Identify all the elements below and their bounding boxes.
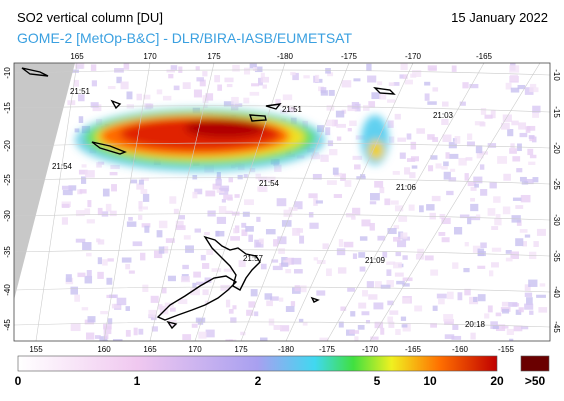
left-lat-label: -20 (3, 140, 12, 152)
left-lat-label: -25 (3, 174, 12, 186)
left-lat-label: -35 (3, 246, 12, 258)
colorbar-label: 20 (490, 374, 504, 388)
colorbar-label: 2 (255, 374, 262, 388)
right-lat-label: -40 (552, 286, 561, 298)
title: SO2 vertical column [DU] (17, 10, 163, 25)
overpass-time: 20:18 (465, 320, 486, 329)
top-lon-label: -175 (341, 52, 358, 61)
bottom-lon-label: -175 (319, 345, 336, 354)
axis-labels: 165 170 175 -180 -175 -170 -165 155 160 165 170 175… (3, 52, 561, 354)
bottom-lon-label: -160 (452, 345, 469, 354)
colorbar-label: 10 (423, 374, 437, 388)
subtitle: GOME-2 [MetOp-B&C] - DLR/BIRA-IASB/EUMET… (17, 30, 352, 46)
date: 15 January 2022 (451, 10, 548, 25)
top-lon-label: 170 (143, 52, 157, 61)
graticule (14, 63, 550, 341)
top-lon-label: -180 (277, 52, 294, 61)
top-lon-label: -170 (405, 52, 422, 61)
coastlines (21, 67, 396, 330)
right-lat-label: -20 (552, 142, 561, 154)
top-lon-label: 165 (70, 52, 84, 61)
overpass-time: 21:06 (396, 183, 417, 192)
map-area: 21:51 21:51 21:03 21:54 21:54 21:06 21:57 21:09… (14, 63, 550, 341)
map-frame (13, 62, 551, 342)
bottom-lon-label: 170 (188, 345, 202, 354)
left-lat-label: -10 (3, 67, 12, 79)
right-lat-label: -10 (552, 69, 561, 81)
colorbar (17, 355, 498, 372)
overpass-time: 21:54 (259, 179, 280, 188)
bottom-lon-label: 175 (234, 345, 248, 354)
left-lat-label: -40 (3, 284, 12, 296)
colorbar-label: >50 (525, 374, 546, 388)
bottom-lon-label: -170 (362, 345, 379, 354)
colorbar-label: 0 (15, 374, 22, 388)
no-data-wedge (14, 63, 75, 300)
right-lat-label: -25 (552, 178, 561, 190)
bottom-lon-label: -180 (278, 345, 295, 354)
top-lon-label: 175 (207, 52, 221, 61)
bottom-lon-label: 165 (143, 345, 157, 354)
top-lon-label: -165 (476, 52, 493, 61)
colorbar-labels: 0 1 2 5 10 20 >50 (15, 374, 546, 388)
overpass-times: 21:51 21:51 21:03 21:54 21:54 21:06 21:57 21:09… (52, 87, 486, 329)
left-lat-label: -15 (3, 102, 12, 114)
so2-plume (75, 108, 389, 172)
left-lat-label: -30 (3, 210, 12, 222)
bottom-lon-label: -165 (405, 345, 422, 354)
right-lat-label: -30 (552, 214, 561, 226)
colorbar-overflow (520, 355, 550, 372)
left-lat-label: -45 (3, 319, 12, 331)
overpass-time: 21:51 (282, 105, 303, 114)
overpass-time: 21:03 (433, 111, 454, 120)
colorbar-label: 5 (374, 374, 381, 388)
right-lat-label: -15 (552, 106, 561, 118)
right-lat-label: -45 (552, 321, 561, 333)
bottom-lon-label: 155 (29, 345, 43, 354)
overpass-time: 21:51 (70, 87, 91, 96)
overpass-time: 21:57 (243, 254, 264, 263)
overpass-time: 21:54 (52, 162, 73, 171)
colorbar-label: 1 (134, 374, 141, 388)
right-lat-label: -35 (552, 250, 561, 262)
bottom-lon-label: 160 (97, 345, 111, 354)
bottom-lon-label: -155 (498, 345, 515, 354)
overpass-time: 21:09 (365, 256, 386, 265)
